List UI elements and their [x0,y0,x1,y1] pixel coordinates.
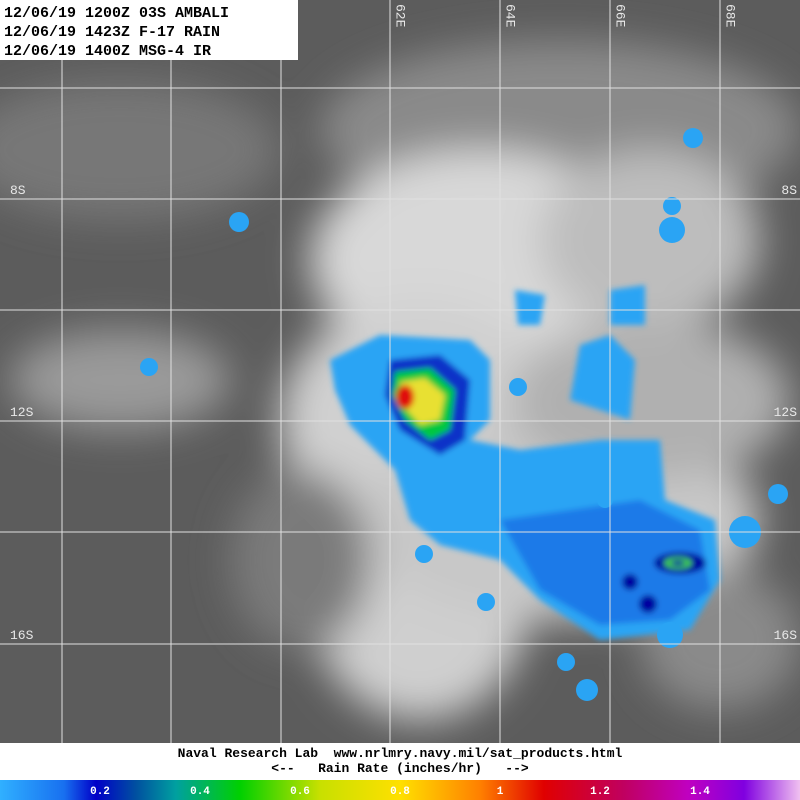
longitude-label: 62E [393,4,408,28]
latitude-label: 16S [774,628,798,643]
colorbar-label: 0.2 [90,786,110,798]
header-line: 12/06/19 1400Z MSG-4 IR [4,43,211,60]
latitude-label: 12S [10,405,34,420]
colorbar-label: 0.8 [390,786,410,798]
colorbar-label: 0.6 [290,786,310,798]
header-box [0,0,298,60]
latitude-label: 8S [10,183,26,198]
grid [0,0,800,743]
header-line: 12/06/19 1200Z 03S AMBALI [4,5,229,22]
longitude-label: 66E [613,4,628,28]
header-line: 12/06/19 1423Z F-17 RAIN [4,24,220,41]
latitude-label: 8S [781,183,797,198]
longitude-label: 64E [503,4,518,28]
colorbar [0,780,800,800]
colorbar-labels: 0.2 0.4 0.6 0.8 1 1.2 1.4 [90,786,710,798]
rain-overlay [140,128,788,701]
footer-line: Naval Research Lab www.nrlmry.navy.mil/s… [178,746,623,761]
longitude-label: 68E [723,4,738,28]
footer-line: <-- Rain Rate (inches/hr) --> [271,761,529,776]
colorbar-label: 1 [497,786,504,798]
latitude-label: 16S [10,628,34,643]
colorbar-label: 1.4 [690,786,710,798]
footer-box [0,743,800,780]
latitude-label: 12S [774,405,798,420]
colorbar-label: 1.2 [590,786,610,798]
grid-labels: 62E 64E 66E 68E 8S 8S 12S 12S 16S 16S [10,4,797,643]
colorbar-label: 0.4 [190,786,210,798]
